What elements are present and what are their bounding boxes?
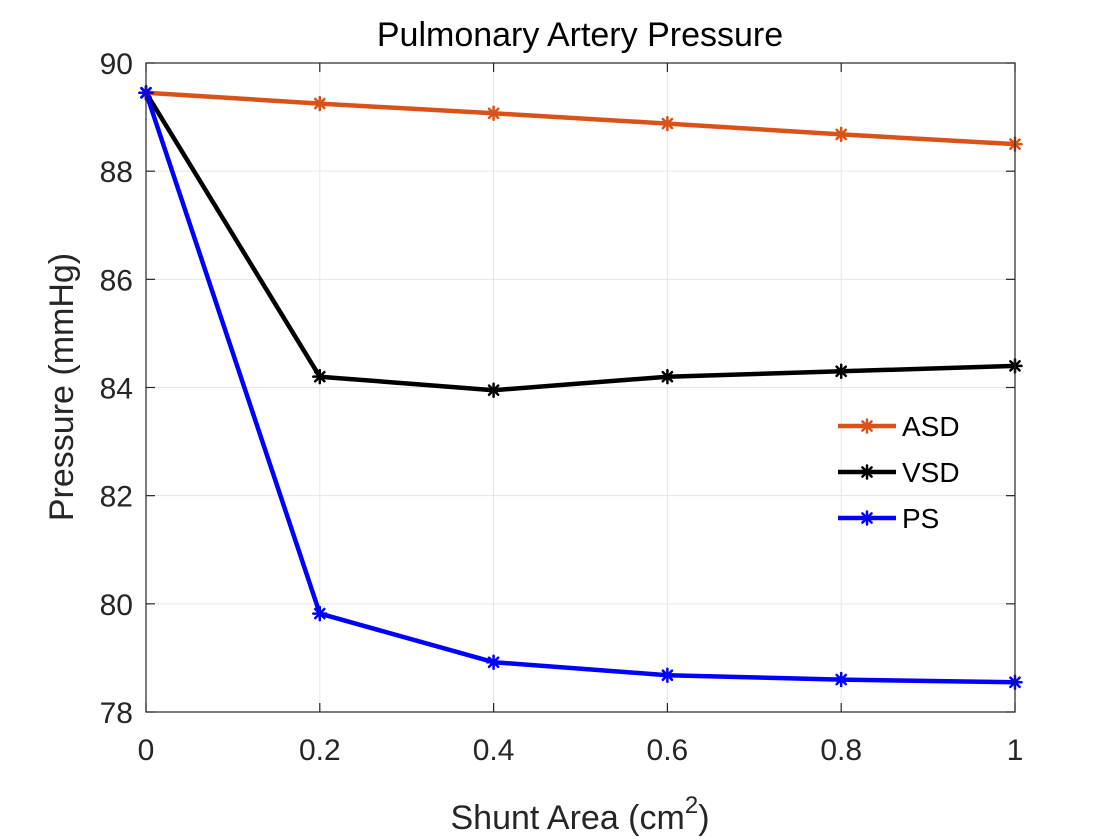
data-point-asd	[485, 105, 502, 122]
series-line-ps	[143, 91, 1016, 685]
legend-marker-ps-stroke	[861, 512, 873, 524]
data-point-vsd	[312, 368, 328, 385]
data-point-asd-stroke	[661, 117, 674, 130]
legend-item-vsd: VSD	[838, 457, 960, 488]
data-point-ps	[659, 667, 676, 683]
axis-ticks: 0 0.2 0.4 0.6 0.8 1 78 80 82 84 86 88 90	[100, 48, 1024, 767]
x-axis-title-close: )	[698, 799, 709, 837]
data-point-vsd-stroke	[487, 384, 500, 397]
data-point-vsd-stroke	[835, 365, 848, 378]
series-layer	[138, 84, 1023, 691]
data-point-vsd	[659, 368, 676, 385]
y-tick-label: 78	[100, 697, 133, 730]
data-point-ps	[312, 605, 328, 622]
legend: ASD VSD PS	[838, 411, 960, 534]
legend-marker-vsd-stroke	[861, 466, 873, 478]
series-asd	[138, 84, 1023, 152]
chart-title: Pulmonary Artery Pressure	[377, 16, 783, 54]
legend-label-ps: PS	[902, 503, 939, 534]
legend-marker-ps	[859, 510, 875, 526]
x-tick-label: 0.8	[820, 734, 862, 767]
data-point-vsd	[485, 382, 502, 398]
x-tick-label: 0.6	[647, 734, 689, 767]
x-tick-label: 0.2	[299, 734, 341, 767]
data-point-asd	[833, 126, 849, 143]
legend-marker-asd-stroke	[861, 420, 873, 432]
data-point-ps-stroke	[487, 656, 500, 669]
data-point-asd-stroke	[313, 97, 326, 110]
x-tick-label: 0.4	[473, 734, 515, 767]
y-tick-label: 80	[100, 589, 133, 622]
y-tick-label: 84	[100, 373, 133, 406]
y-axis-title: Pressure (mmHg)	[43, 253, 81, 521]
x-axis-title: Shunt Area (cm2)	[450, 792, 709, 837]
legend-label-asd: ASD	[902, 411, 960, 442]
data-point-ps	[485, 654, 502, 670]
x-axis-title-superscript: 2	[685, 792, 698, 819]
legend-item-asd: ASD	[838, 411, 960, 442]
data-point-vsd-stroke	[313, 370, 326, 383]
y-tick-label: 82	[100, 481, 133, 514]
y-tick-label: 90	[100, 48, 133, 81]
legend-item-ps: PS	[838, 503, 939, 534]
x-tick-label: 0	[138, 734, 155, 767]
series-line-asd	[145, 90, 1016, 147]
legend-marker-asd	[859, 418, 875, 434]
x-tick-label: 1	[1007, 734, 1024, 767]
series-line-vsd	[144, 91, 1016, 393]
data-point-ps	[833, 671, 849, 688]
data-point-vsd	[833, 363, 849, 380]
data-point-ps-stroke	[835, 673, 848, 686]
y-tick-label: 86	[100, 264, 133, 297]
data-point-asd	[312, 95, 328, 112]
legend-marker-vsd	[859, 464, 875, 480]
data-point-asd-stroke	[835, 128, 848, 141]
data-point-asd	[659, 115, 676, 132]
data-point-asd-stroke	[487, 107, 500, 120]
data-point-vsd-stroke	[661, 370, 674, 383]
x-axis-title-main: Shunt Area (cm	[450, 799, 684, 837]
data-point-ps-stroke	[661, 669, 674, 682]
y-tick-label: 88	[100, 156, 133, 189]
legend-label-vsd: VSD	[902, 457, 960, 488]
data-point-ps-stroke	[313, 607, 326, 620]
